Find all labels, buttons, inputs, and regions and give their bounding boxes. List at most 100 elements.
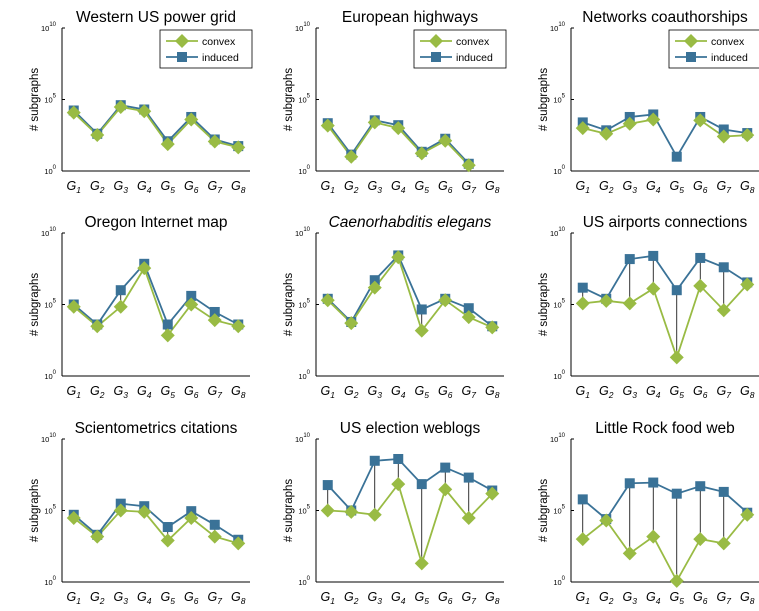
y-tick-base: 10 xyxy=(41,435,49,444)
x-tick-sub: 5 xyxy=(424,390,429,400)
x-tick-label: G2 xyxy=(599,384,614,400)
x-tick-main: G xyxy=(623,179,633,193)
convex-point xyxy=(599,513,614,528)
y-tick-exponent: 10 xyxy=(303,227,310,233)
y-tick-exponent: 10 xyxy=(558,433,565,439)
y-tick-exponent: 5 xyxy=(53,94,57,100)
induced-point xyxy=(463,472,474,483)
x-tick-sub: 1 xyxy=(585,185,590,195)
induced-point xyxy=(624,478,635,489)
y-tick-label: 105 xyxy=(44,505,56,516)
x-tick-label: G6 xyxy=(438,590,453,606)
legend-marker-square xyxy=(431,52,441,62)
convex-point xyxy=(622,116,637,131)
x-tick-label: G5 xyxy=(161,179,176,195)
x-tick-sub: 2 xyxy=(608,596,614,606)
convex-point xyxy=(740,128,755,143)
convex-point xyxy=(693,532,708,547)
y-tick-base: 10 xyxy=(298,372,306,381)
x-tick-main: G xyxy=(623,384,633,398)
y-tick-base: 10 xyxy=(44,507,52,516)
x-tick-sub: 5 xyxy=(679,596,684,606)
y-tick-exponent: 10 xyxy=(303,433,310,439)
x-tick-main: G xyxy=(114,384,124,398)
induced-point xyxy=(624,254,635,265)
convex-point xyxy=(367,115,382,130)
x-tick-label: G3 xyxy=(623,384,638,400)
x-tick-sub: 4 xyxy=(656,596,661,606)
x-tick-main: G xyxy=(208,179,218,193)
x-tick-main: G xyxy=(462,590,472,604)
x-tick-sub: 7 xyxy=(726,185,731,195)
y-tick-base: 10 xyxy=(553,167,561,176)
x-tick-main: G xyxy=(161,179,171,193)
x-tick-label: G3 xyxy=(368,590,383,606)
x-tick-label: G5 xyxy=(670,179,685,195)
convex-point xyxy=(391,121,406,136)
x-tick-sub: 5 xyxy=(424,185,429,195)
x-tick-sub: 2 xyxy=(608,185,614,195)
x-tick-sub: 1 xyxy=(330,596,335,606)
x-tick-label: G1 xyxy=(67,590,82,606)
x-tick-label: G1 xyxy=(67,384,82,400)
x-tick-label: G5 xyxy=(670,590,685,606)
convex-point xyxy=(137,504,152,519)
y-axis-label: # subgraphs xyxy=(283,479,295,543)
induced-point xyxy=(416,304,427,315)
x-tick-main: G xyxy=(321,590,331,604)
legend-box xyxy=(668,29,759,69)
x-tick-sub: 8 xyxy=(241,185,246,195)
convex-point xyxy=(66,510,81,525)
x-tick-sub: 2 xyxy=(353,185,359,195)
convex-point xyxy=(391,477,406,492)
x-tick-sub: 6 xyxy=(448,185,453,195)
x-tick-sub: 3 xyxy=(123,596,128,606)
x-tick-label: G1 xyxy=(576,384,591,400)
x-tick-label: G7 xyxy=(717,179,732,195)
x-tick-label: G2 xyxy=(599,179,614,195)
x-tick-sub: 2 xyxy=(353,390,359,400)
y-tick-exponent: 5 xyxy=(53,505,57,511)
x-tick-main: G xyxy=(137,179,147,193)
y-tick-exponent: 5 xyxy=(307,505,311,511)
legend: convex induced xyxy=(159,29,253,69)
chart-title: European highways xyxy=(342,9,478,26)
chart-title: Networks coauthorships xyxy=(582,9,748,26)
convex-point xyxy=(113,503,128,518)
induced-point xyxy=(577,282,588,293)
induced-point xyxy=(648,477,659,488)
y-tick-exponent: 5 xyxy=(307,94,311,100)
x-tick-sub: 5 xyxy=(170,390,175,400)
x-tick-main: G xyxy=(67,179,77,193)
x-tick-label: G1 xyxy=(321,179,336,195)
x-tick-label: G4 xyxy=(137,384,152,400)
induced-point xyxy=(718,262,729,273)
y-tick-exponent: 0 xyxy=(307,576,311,582)
x-tick-main: G xyxy=(321,179,331,193)
x-tick-main: G xyxy=(368,179,378,193)
x-tick-sub: 6 xyxy=(703,185,708,195)
x-tick-main: G xyxy=(576,384,586,398)
y-tick-exponent: 10 xyxy=(49,227,56,233)
x-tick-main: G xyxy=(740,384,750,398)
x-tick-sub: 1 xyxy=(76,596,81,606)
x-tick-main: G xyxy=(599,384,609,398)
x-tick-main: G xyxy=(114,590,124,604)
convex-point xyxy=(575,296,590,311)
y-tick-base: 10 xyxy=(553,372,561,381)
x-tick-label: G4 xyxy=(137,179,152,195)
x-tick-label: G3 xyxy=(623,590,638,606)
x-tick-main: G xyxy=(231,179,241,193)
x-tick-label: G7 xyxy=(462,384,477,400)
x-tick-label: G5 xyxy=(415,590,430,606)
x-tick-sub: 7 xyxy=(471,390,476,400)
convex-point xyxy=(646,281,661,296)
y-tick-label: 100 xyxy=(553,165,565,176)
y-tick-exponent: 0 xyxy=(307,370,311,376)
x-tick-main: G xyxy=(438,179,448,193)
convex-point xyxy=(367,280,382,295)
y-tick-label: 105 xyxy=(44,299,56,310)
x-tick-sub: 5 xyxy=(424,596,429,606)
x-tick-label: G5 xyxy=(161,384,176,400)
y-tick-exponent: 0 xyxy=(53,576,57,582)
